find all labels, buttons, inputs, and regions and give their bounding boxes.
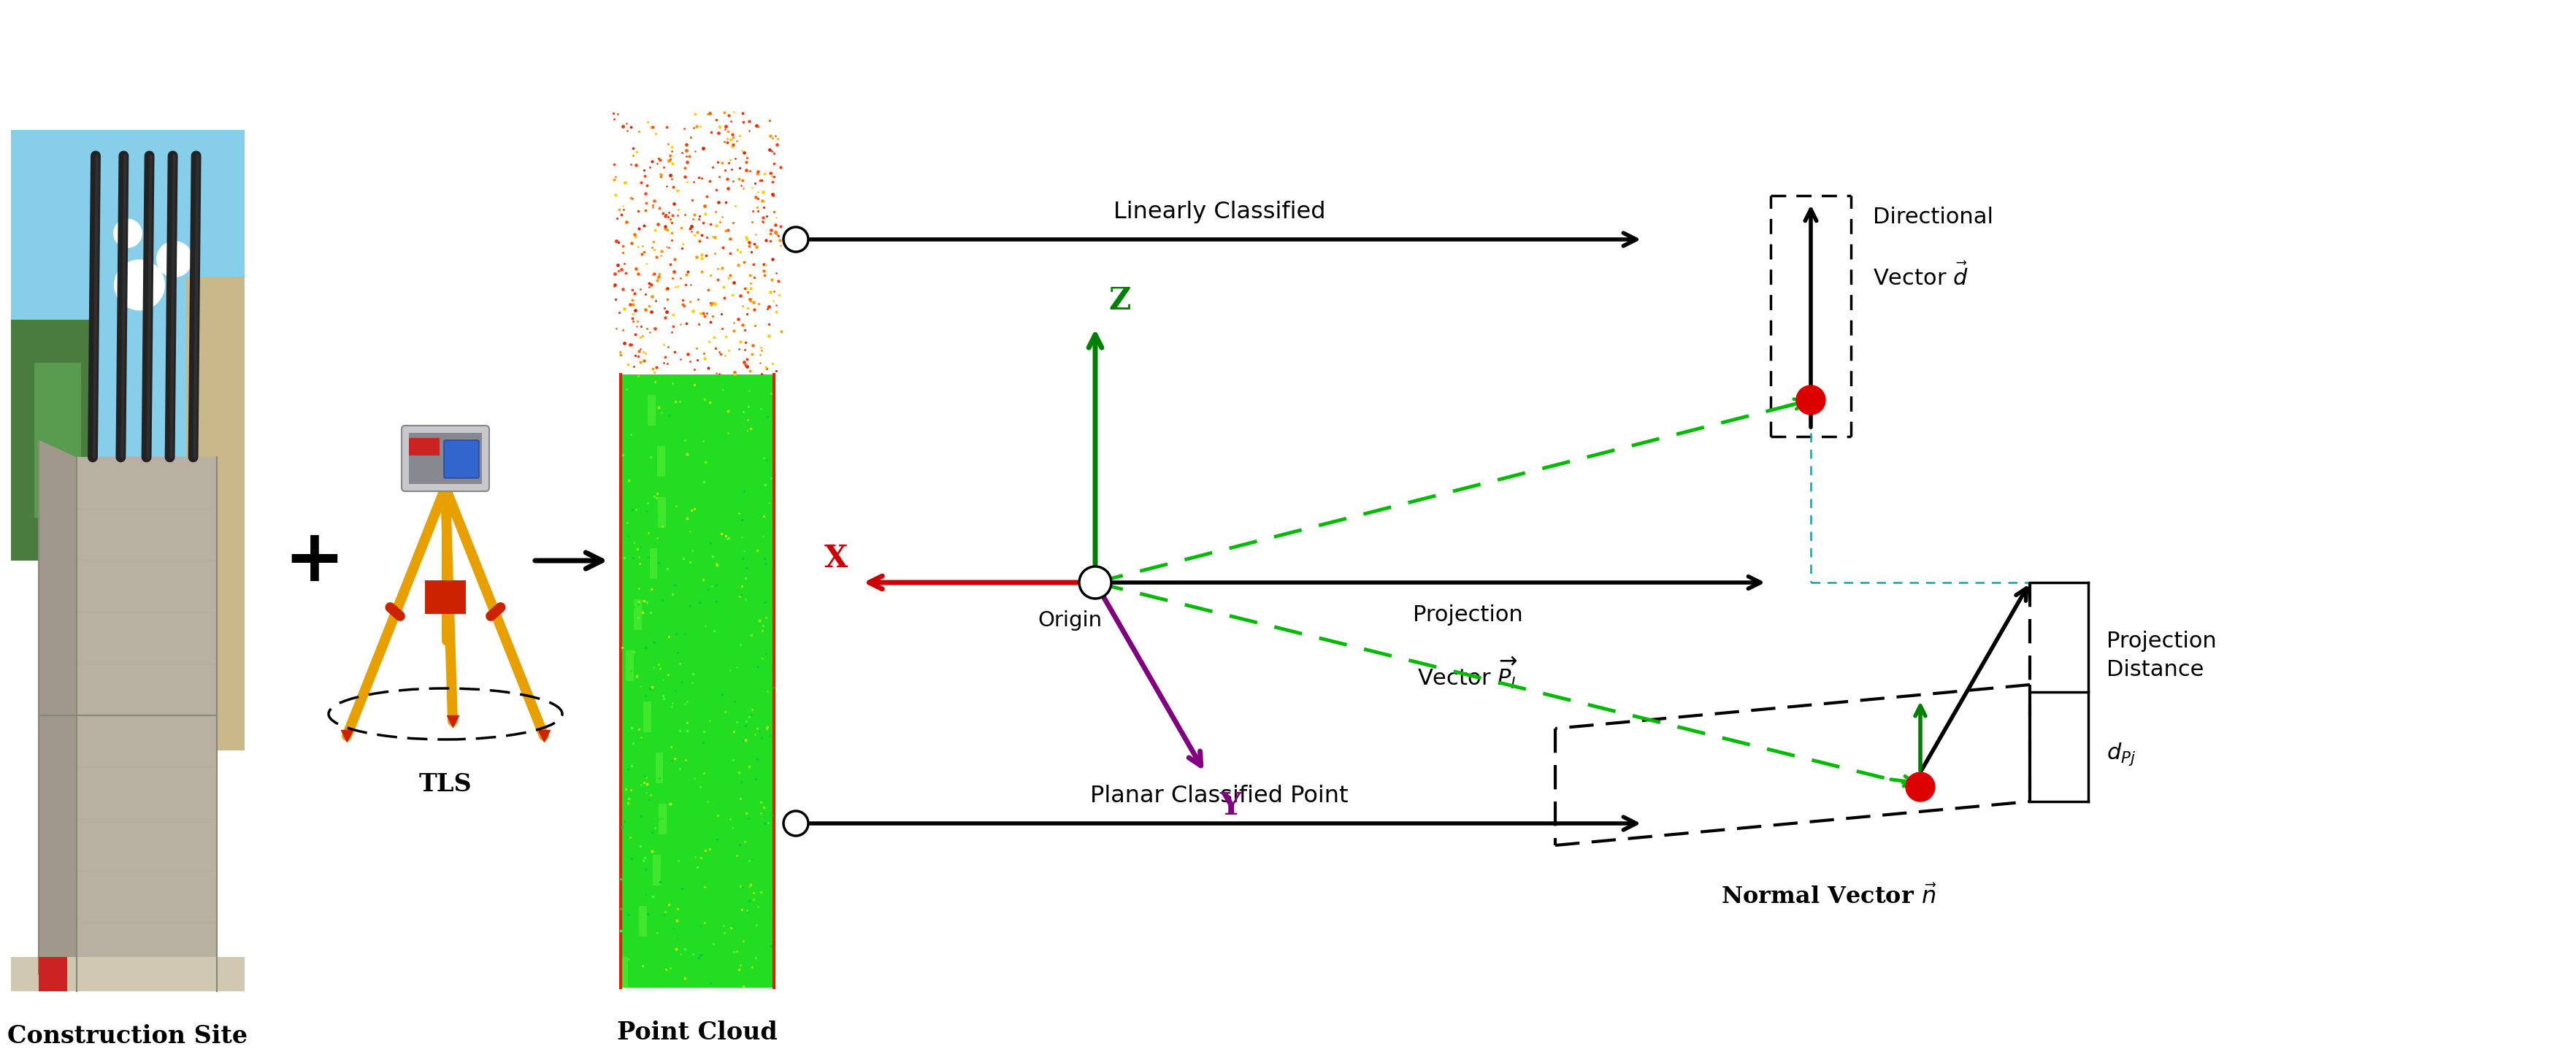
Polygon shape [39,440,77,991]
FancyBboxPatch shape [10,130,245,991]
Text: Construction Site: Construction Site [8,1024,247,1049]
Text: Point Cloud: Point Cloud [618,1020,778,1044]
Circle shape [1906,773,1935,801]
FancyBboxPatch shape [657,446,665,477]
FancyBboxPatch shape [185,276,245,750]
FancyBboxPatch shape [652,855,659,886]
FancyBboxPatch shape [33,363,80,518]
Text: Vector $\vec{d}$: Vector $\vec{d}$ [1873,262,1968,290]
FancyBboxPatch shape [621,957,629,987]
Text: Projection: Projection [1412,605,1522,626]
Text: +: + [283,525,345,596]
FancyBboxPatch shape [634,599,641,630]
Circle shape [783,811,809,836]
FancyBboxPatch shape [10,319,93,560]
FancyBboxPatch shape [659,803,667,834]
Text: Y: Y [1218,791,1242,821]
FancyBboxPatch shape [639,906,647,937]
FancyBboxPatch shape [39,957,67,991]
Text: X: X [824,543,848,574]
FancyBboxPatch shape [657,497,665,527]
Circle shape [1079,567,1110,598]
Text: Origin: Origin [1038,610,1103,631]
FancyBboxPatch shape [654,753,662,783]
Text: Planar Classified Point: Planar Classified Point [1090,784,1347,808]
FancyBboxPatch shape [410,438,440,456]
Text: Projection
Distance: Projection Distance [2107,631,2215,680]
Text: Z: Z [1108,285,1131,316]
FancyBboxPatch shape [626,650,634,681]
Text: TLS: TLS [420,773,471,796]
FancyBboxPatch shape [10,957,245,991]
Circle shape [157,241,193,277]
FancyBboxPatch shape [410,433,482,484]
FancyBboxPatch shape [443,440,479,478]
Text: Linearly Classified: Linearly Classified [1113,201,1327,223]
Text: Normal Vector $\vec{n}$: Normal Vector $\vec{n}$ [1721,886,1937,909]
Text: Directional: Directional [1873,207,1994,228]
FancyBboxPatch shape [10,130,245,458]
FancyBboxPatch shape [649,549,657,579]
FancyBboxPatch shape [647,395,654,426]
FancyBboxPatch shape [621,374,773,987]
FancyBboxPatch shape [644,702,652,733]
Text: Vector $\overrightarrow{P_l}$: Vector $\overrightarrow{P_l}$ [1417,655,1517,690]
FancyBboxPatch shape [425,580,466,614]
Circle shape [1795,386,1826,414]
FancyBboxPatch shape [402,426,489,492]
Circle shape [113,259,165,311]
Circle shape [783,227,809,252]
Text: $d_{Pj}$: $d_{Pj}$ [2107,741,2136,767]
Circle shape [113,219,142,248]
Polygon shape [77,458,216,991]
